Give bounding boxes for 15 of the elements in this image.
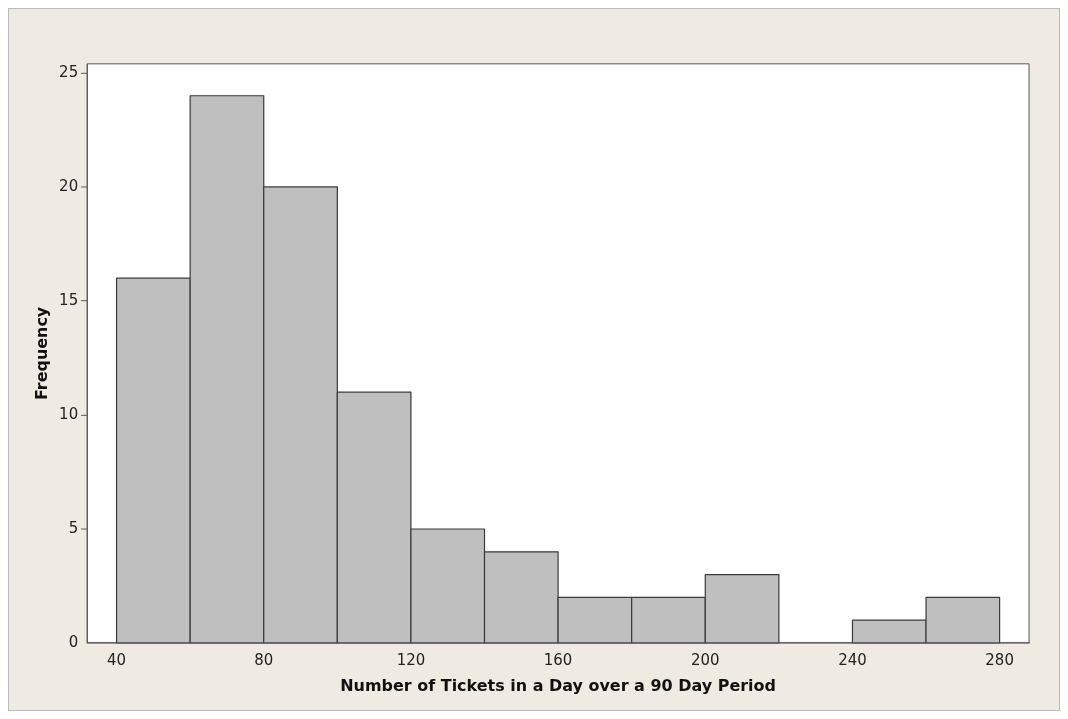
x-tick-label: 240 [838,650,867,669]
x-tick-label: 280 [985,650,1014,669]
x-tick-label: 80 [254,650,274,669]
x-tick-label: 120 [396,650,426,669]
y-axis-title: Frequency [31,306,51,401]
x-axis-title: Number of Tickets in a Day over a 90 Day Period [340,675,776,695]
y-tick-label: 5 [68,518,79,537]
x-tick-label: 160 [543,650,573,669]
y-tick-label: 25 [59,62,79,81]
x-tick-label: 40 [107,650,127,669]
y-tick-label: 20 [59,176,79,195]
y-tick-label: 0 [68,632,79,651]
y-tick-label: 10 [59,404,79,423]
x-tick-label: 200 [690,650,720,669]
y-tick-label: 15 [59,290,79,309]
